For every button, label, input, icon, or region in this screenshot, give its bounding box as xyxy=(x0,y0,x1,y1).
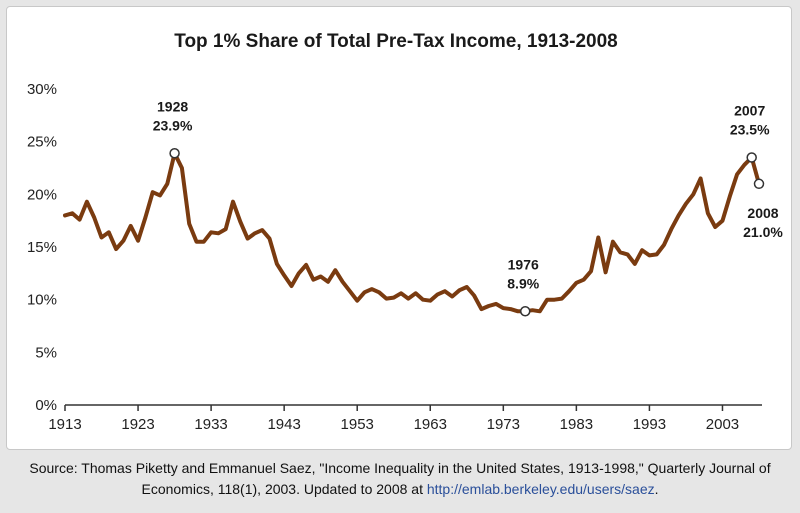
x-tick-label: 1933 xyxy=(194,416,227,433)
annotation-year: 2008 xyxy=(747,205,778,221)
source-note: Source: Thomas Piketty and Emmanuel Saez… xyxy=(0,458,800,500)
x-axis: 1913 1923 1933 1943 1953 1963 1973 1983 1993 2003 xyxy=(48,405,739,433)
chart-frame: Top 1% Share of Total Pre-Tax Income, 19… xyxy=(6,6,792,450)
y-tick-label: 5% xyxy=(35,344,57,361)
annotation-year: 2007 xyxy=(734,102,765,118)
annotation-year: 1976 xyxy=(508,256,539,272)
y-tick-label: 15% xyxy=(27,239,57,256)
annotation-year: 1928 xyxy=(157,98,188,114)
x-tick-label: 1943 xyxy=(267,416,300,433)
annotations: 1928 23.9% 1976 8.9% 2007 23.5% 2008 21.0% xyxy=(153,98,783,317)
annotation-marker xyxy=(746,152,757,163)
annotation-value: 21.0% xyxy=(743,224,783,240)
source-text: Source: Thomas Piketty and Emmanuel Saez… xyxy=(29,460,771,497)
x-tick-label: 1953 xyxy=(341,416,374,433)
annotation-value: 23.9% xyxy=(153,117,193,133)
x-tick-label: 1973 xyxy=(487,416,520,433)
income-share-chart: Top 1% Share of Total Pre-Tax Income, 19… xyxy=(27,31,783,433)
series-line xyxy=(63,151,761,314)
x-tick-label: 2003 xyxy=(706,416,739,433)
annotation-value: 23.5% xyxy=(730,121,770,137)
x-tick-label: 1923 xyxy=(121,416,154,433)
annotation-marker xyxy=(169,148,180,159)
x-tick-label: 1913 xyxy=(48,416,81,433)
annotation-value: 8.9% xyxy=(507,275,539,291)
y-tick-label: 0% xyxy=(35,397,57,414)
annotation-marker xyxy=(753,178,765,190)
y-tick-label: 20% xyxy=(27,186,57,203)
source-end: . xyxy=(654,481,659,497)
x-tick-label: 1963 xyxy=(414,416,447,433)
y-axis: 0% 5% 10% 15% 20% 25% 30% xyxy=(27,81,57,414)
chart-title: Top 1% Share of Total Pre-Tax Income, 19… xyxy=(174,31,618,52)
annotation-marker xyxy=(519,306,531,317)
y-tick-label: 25% xyxy=(27,134,57,151)
x-tick-label: 1983 xyxy=(560,416,593,433)
source-link[interactable]: http://emlab.berkeley.edu/users/saez xyxy=(426,481,655,497)
y-tick-label: 10% xyxy=(27,292,57,309)
y-tick-label: 30% xyxy=(27,81,57,98)
x-tick-label: 1993 xyxy=(633,416,666,433)
